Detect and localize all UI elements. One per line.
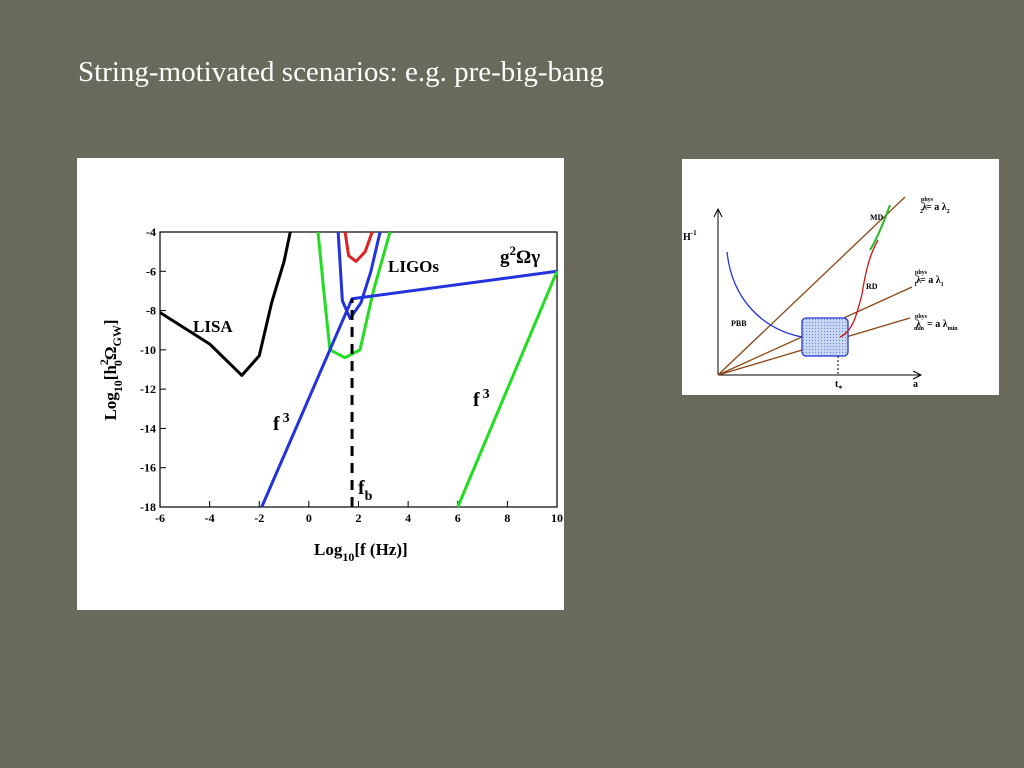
- label-part: phys: [921, 197, 934, 203]
- label-part: = a λ: [927, 319, 948, 330]
- label-part: phys: [915, 270, 928, 276]
- annotation-part: f: [273, 413, 280, 435]
- x-axis-label: Log10[f (Hz)]: [314, 540, 408, 564]
- diagram-label: a: [913, 379, 918, 390]
- annotation-part: f: [473, 389, 480, 411]
- annotation-part: f: [358, 477, 365, 499]
- annotation-part: 3: [483, 387, 490, 402]
- label-part: 2: [97, 359, 111, 365]
- diagram-label: PBB: [731, 319, 747, 328]
- y-tick-label: -18: [140, 500, 156, 514]
- label-part: λ: [922, 202, 927, 213]
- label-part: 10: [111, 380, 125, 392]
- y-tick-label: -6: [146, 264, 156, 278]
- label-part: Ω: [101, 346, 120, 360]
- label-part: GW: [110, 325, 124, 346]
- diagram-label: λphys min = a λmin: [914, 314, 958, 332]
- annotation-part: Ωγ: [516, 247, 540, 268]
- diagram-label: λphys 1 = a λ1: [914, 270, 944, 288]
- diagram: H-1 a t* PBB RD MD λphys 2 = a λ2 λphys 1 = …: [682, 159, 999, 395]
- series-line: [260, 269, 558, 508]
- label-part: 2: [947, 209, 950, 215]
- x-tick-label: -6: [155, 511, 165, 525]
- y-tick-label: -14: [140, 421, 156, 435]
- label-part: 1: [914, 282, 917, 288]
- series-line: [456, 270, 559, 508]
- plot-frame: [159, 231, 558, 508]
- annotation: fb: [358, 477, 373, 504]
- label-part: = a λ: [920, 275, 941, 286]
- x-tick-label: 8: [504, 511, 510, 525]
- y-tick-label: -16: [140, 461, 156, 475]
- label-part: [h: [101, 365, 120, 381]
- y-tick-label: -8: [146, 304, 156, 318]
- x-tick-label: 2: [356, 511, 362, 525]
- label-part: ]: [101, 319, 120, 325]
- annotation: LIGOs: [388, 257, 439, 276]
- annotation-part: b: [365, 489, 373, 504]
- x-tick-label: 10: [551, 511, 563, 525]
- annotation-part: LIGOs: [388, 257, 439, 276]
- diagram-label: MD: [870, 213, 884, 222]
- label-part: [f (Hz)]: [354, 540, 407, 559]
- annotation: g2Ωγ: [500, 243, 540, 268]
- label-part: t: [835, 379, 839, 390]
- annotation-part: 2: [510, 243, 517, 258]
- label-part: H: [683, 232, 691, 243]
- series-line: [159, 231, 292, 377]
- chart: Log10[h20ΩGW] Log10[f (Hz)] LISA LIGOs g…: [77, 158, 564, 610]
- slide-title: String-motivated scenarios: e.g. pre-big…: [78, 56, 604, 88]
- series-line: [343, 231, 374, 263]
- label-part: -1: [691, 229, 697, 237]
- label-part: 2: [920, 209, 923, 215]
- diagram-label: RD: [866, 282, 878, 291]
- label-part: Log: [314, 540, 343, 559]
- annotation-part: 3: [283, 411, 290, 426]
- annotation-part: g: [500, 247, 510, 268]
- x-tick-label: 0: [306, 511, 312, 525]
- y-tick-label: -4: [146, 225, 156, 239]
- label-part: = a λ: [926, 202, 947, 213]
- label-part: 1: [941, 282, 944, 288]
- label-part: phys: [915, 314, 928, 320]
- label-part: λ: [916, 275, 921, 286]
- series-line: [316, 231, 392, 360]
- x-tick-label: 6: [455, 511, 461, 525]
- label-part: *: [838, 384, 842, 393]
- diagram-label: λphys 2 = a λ2: [920, 197, 950, 215]
- annotation-part: LISA: [193, 317, 233, 336]
- label-part: Log: [101, 392, 120, 421]
- x-tick-label: -2: [254, 511, 264, 525]
- y-tick-label: -10: [140, 343, 156, 357]
- label-part: 0: [111, 360, 125, 366]
- y-tick-label: -12: [140, 382, 156, 396]
- x-tick-label: -4: [205, 511, 215, 525]
- x-tick-label: 4: [405, 511, 411, 525]
- series-line: [336, 231, 382, 320]
- label-part: 10: [342, 550, 354, 564]
- diagram-label: H-1: [683, 229, 697, 243]
- y-axis-label: Log10[h20ΩGW]: [97, 319, 125, 420]
- diagram-shapes: [713, 196, 923, 380]
- label-part: min: [914, 326, 925, 332]
- annotation: LISA: [193, 317, 233, 336]
- diagram-label: t*: [835, 379, 842, 393]
- label-part: λ: [916, 319, 921, 330]
- label-part: min: [948, 326, 959, 332]
